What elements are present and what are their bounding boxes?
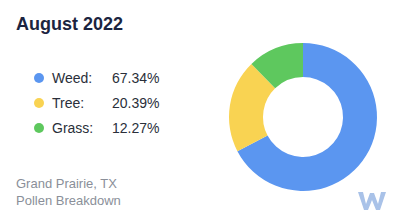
legend-swatch [34, 98, 44, 108]
legend-label: Tree: [52, 95, 84, 111]
legend-label: Grass: [52, 120, 93, 136]
title: August 2022 [16, 14, 123, 34]
chart: August 2022 Weed: 67.34% Tree: 20.39% Grass: 1… [0, 0, 400, 224]
legend-swatch [34, 73, 44, 83]
legend-value: 67.34% [112, 70, 159, 86]
legend-value: 20.39% [112, 95, 159, 111]
legend-value: 12.27% [112, 120, 159, 136]
donut [229, 43, 377, 191]
legend-swatch [34, 123, 44, 133]
footer-note: Grand Prairie, TX [16, 176, 117, 191]
legend: Weed: 67.34% Tree: 20.39% Grass: 12.27% [34, 70, 159, 136]
footer-note: Pollen Breakdown [16, 193, 121, 208]
logo [358, 192, 386, 210]
slice [251, 43, 303, 88]
legend-label: Weed: [52, 70, 92, 86]
